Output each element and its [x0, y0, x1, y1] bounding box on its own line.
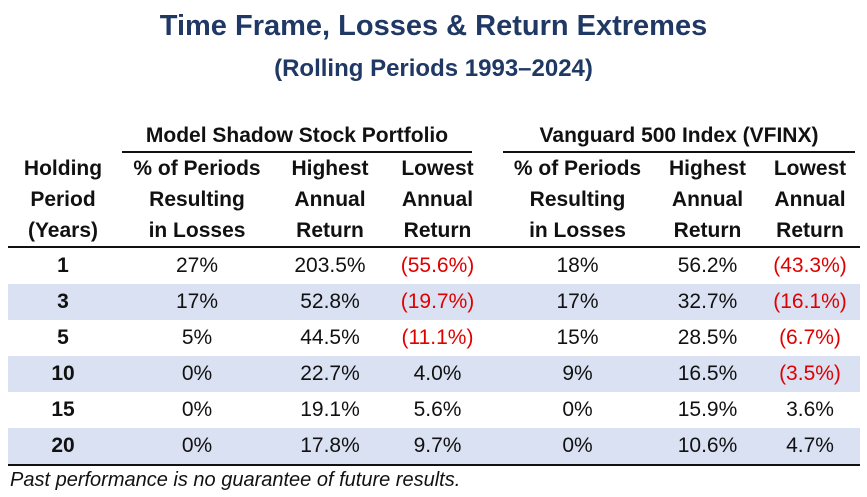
cell-mss-lowest: 5.6%: [413, 398, 462, 421]
cell-mss-lowest: (19.7%): [400, 290, 475, 313]
cell-holding-period: 20: [51, 434, 75, 457]
cell-holding-period: 3: [57, 290, 69, 313]
cell-vf-highest: 56.2%: [677, 254, 738, 277]
column-header-mss-lowest: Lowest Annual Return: [401, 157, 474, 242]
group-underline-vanguard: [503, 151, 855, 153]
column-header-mss-pct-losses: % of Periods Resulting in Losses: [133, 157, 261, 242]
group-underline-model-shadow-stock: [122, 151, 472, 153]
cell-mss-pct-losses: 5%: [181, 326, 213, 349]
cell-mss-highest: 17.8%: [300, 434, 360, 457]
cell-vf-highest: 16.5%: [677, 362, 738, 385]
cell-mss-highest: 22.7%: [300, 362, 360, 385]
cell-vf-lowest: (6.7%): [779, 326, 841, 349]
cell-vf-pct-losses: 0%: [562, 434, 593, 457]
table-row: 20 0% 17.8% 9.7% 0% 10.6% 4.7%: [8, 428, 860, 464]
cell-vf-lowest: 3.6%: [786, 398, 834, 421]
header-divider: [8, 246, 860, 248]
cell-vf-pct-losses: 9%: [562, 362, 593, 385]
group-header-vanguard: Vanguard 500 Index (VFINX): [539, 124, 819, 147]
column-header-vf-pct-losses: % of Periods Resulting in Losses: [513, 157, 642, 242]
cell-vf-pct-losses: 17%: [556, 290, 599, 313]
table-row: 3 17% 52.8% (19.7%) 17% 32.7% (16.1%): [8, 284, 860, 320]
column-header-vf-highest: Highest Annual Return: [668, 157, 746, 242]
page-subtitle: (Rolling Periods 1993–2024): [274, 55, 593, 82]
cell-mss-pct-losses: 0%: [181, 434, 213, 457]
cell-holding-period: 1: [57, 254, 69, 277]
cell-mss-pct-losses: 27%: [175, 254, 219, 277]
cell-mss-highest: 19.1%: [300, 398, 360, 421]
cell-mss-pct-losses: 17%: [175, 290, 219, 313]
cell-vf-highest: 15.9%: [677, 398, 738, 421]
cell-holding-period: 10: [51, 362, 75, 385]
cell-vf-lowest: (3.5%): [779, 362, 841, 385]
group-header-model-shadow-stock: Model Shadow Stock Portfolio: [145, 124, 449, 147]
table-row: 10 0% 22.7% 4.0% 9% 16.5% (3.5%): [8, 356, 860, 392]
cell-vf-pct-losses: 0%: [562, 398, 593, 421]
cell-vf-lowest: 4.7%: [786, 434, 834, 457]
cell-vf-lowest: (16.1%): [773, 290, 847, 313]
cell-vf-lowest: (43.3%): [773, 254, 847, 277]
cell-mss-lowest: 4.0%: [413, 362, 462, 385]
cell-holding-period: 15: [51, 398, 75, 421]
column-header-holding-period: Holding Period (Years): [23, 157, 103, 242]
column-header-vf-lowest: Lowest Annual Return: [773, 157, 847, 242]
cell-mss-lowest: (55.6%): [400, 254, 475, 277]
cell-vf-pct-losses: 15%: [556, 326, 599, 349]
table-row: 15 0% 19.1% 5.6% 0% 15.9% 3.6%: [8, 392, 860, 428]
cell-vf-highest: 32.7%: [677, 290, 738, 313]
cell-mss-lowest: 9.7%: [413, 434, 462, 457]
table-row: 1 27% 203.5% (55.6%) 18% 56.2% (43.3%): [8, 248, 860, 284]
cell-mss-highest: 203.5%: [294, 254, 366, 277]
cell-vf-pct-losses: 18%: [556, 254, 599, 277]
column-header-mss-highest: Highest Annual Return: [291, 157, 369, 242]
cell-mss-pct-losses: 0%: [181, 398, 213, 421]
cell-vf-highest: 10.6%: [677, 434, 738, 457]
cell-mss-pct-losses: 0%: [181, 362, 213, 385]
cell-mss-highest: 52.8%: [300, 290, 360, 313]
cell-mss-lowest: (11.1%): [401, 326, 474, 349]
footnote: Past performance is no guarantee of futu…: [10, 469, 461, 491]
cell-mss-highest: 44.5%: [300, 326, 360, 349]
table-bottom-border: [8, 464, 860, 466]
cell-holding-period: 5: [57, 326, 69, 349]
cell-vf-highest: 28.5%: [677, 326, 738, 349]
table-row: 5 5% 44.5% (11.1%) 15% 28.5% (6.7%): [8, 320, 860, 356]
page-title: Time Frame, Losses & Return Extremes: [159, 10, 708, 42]
